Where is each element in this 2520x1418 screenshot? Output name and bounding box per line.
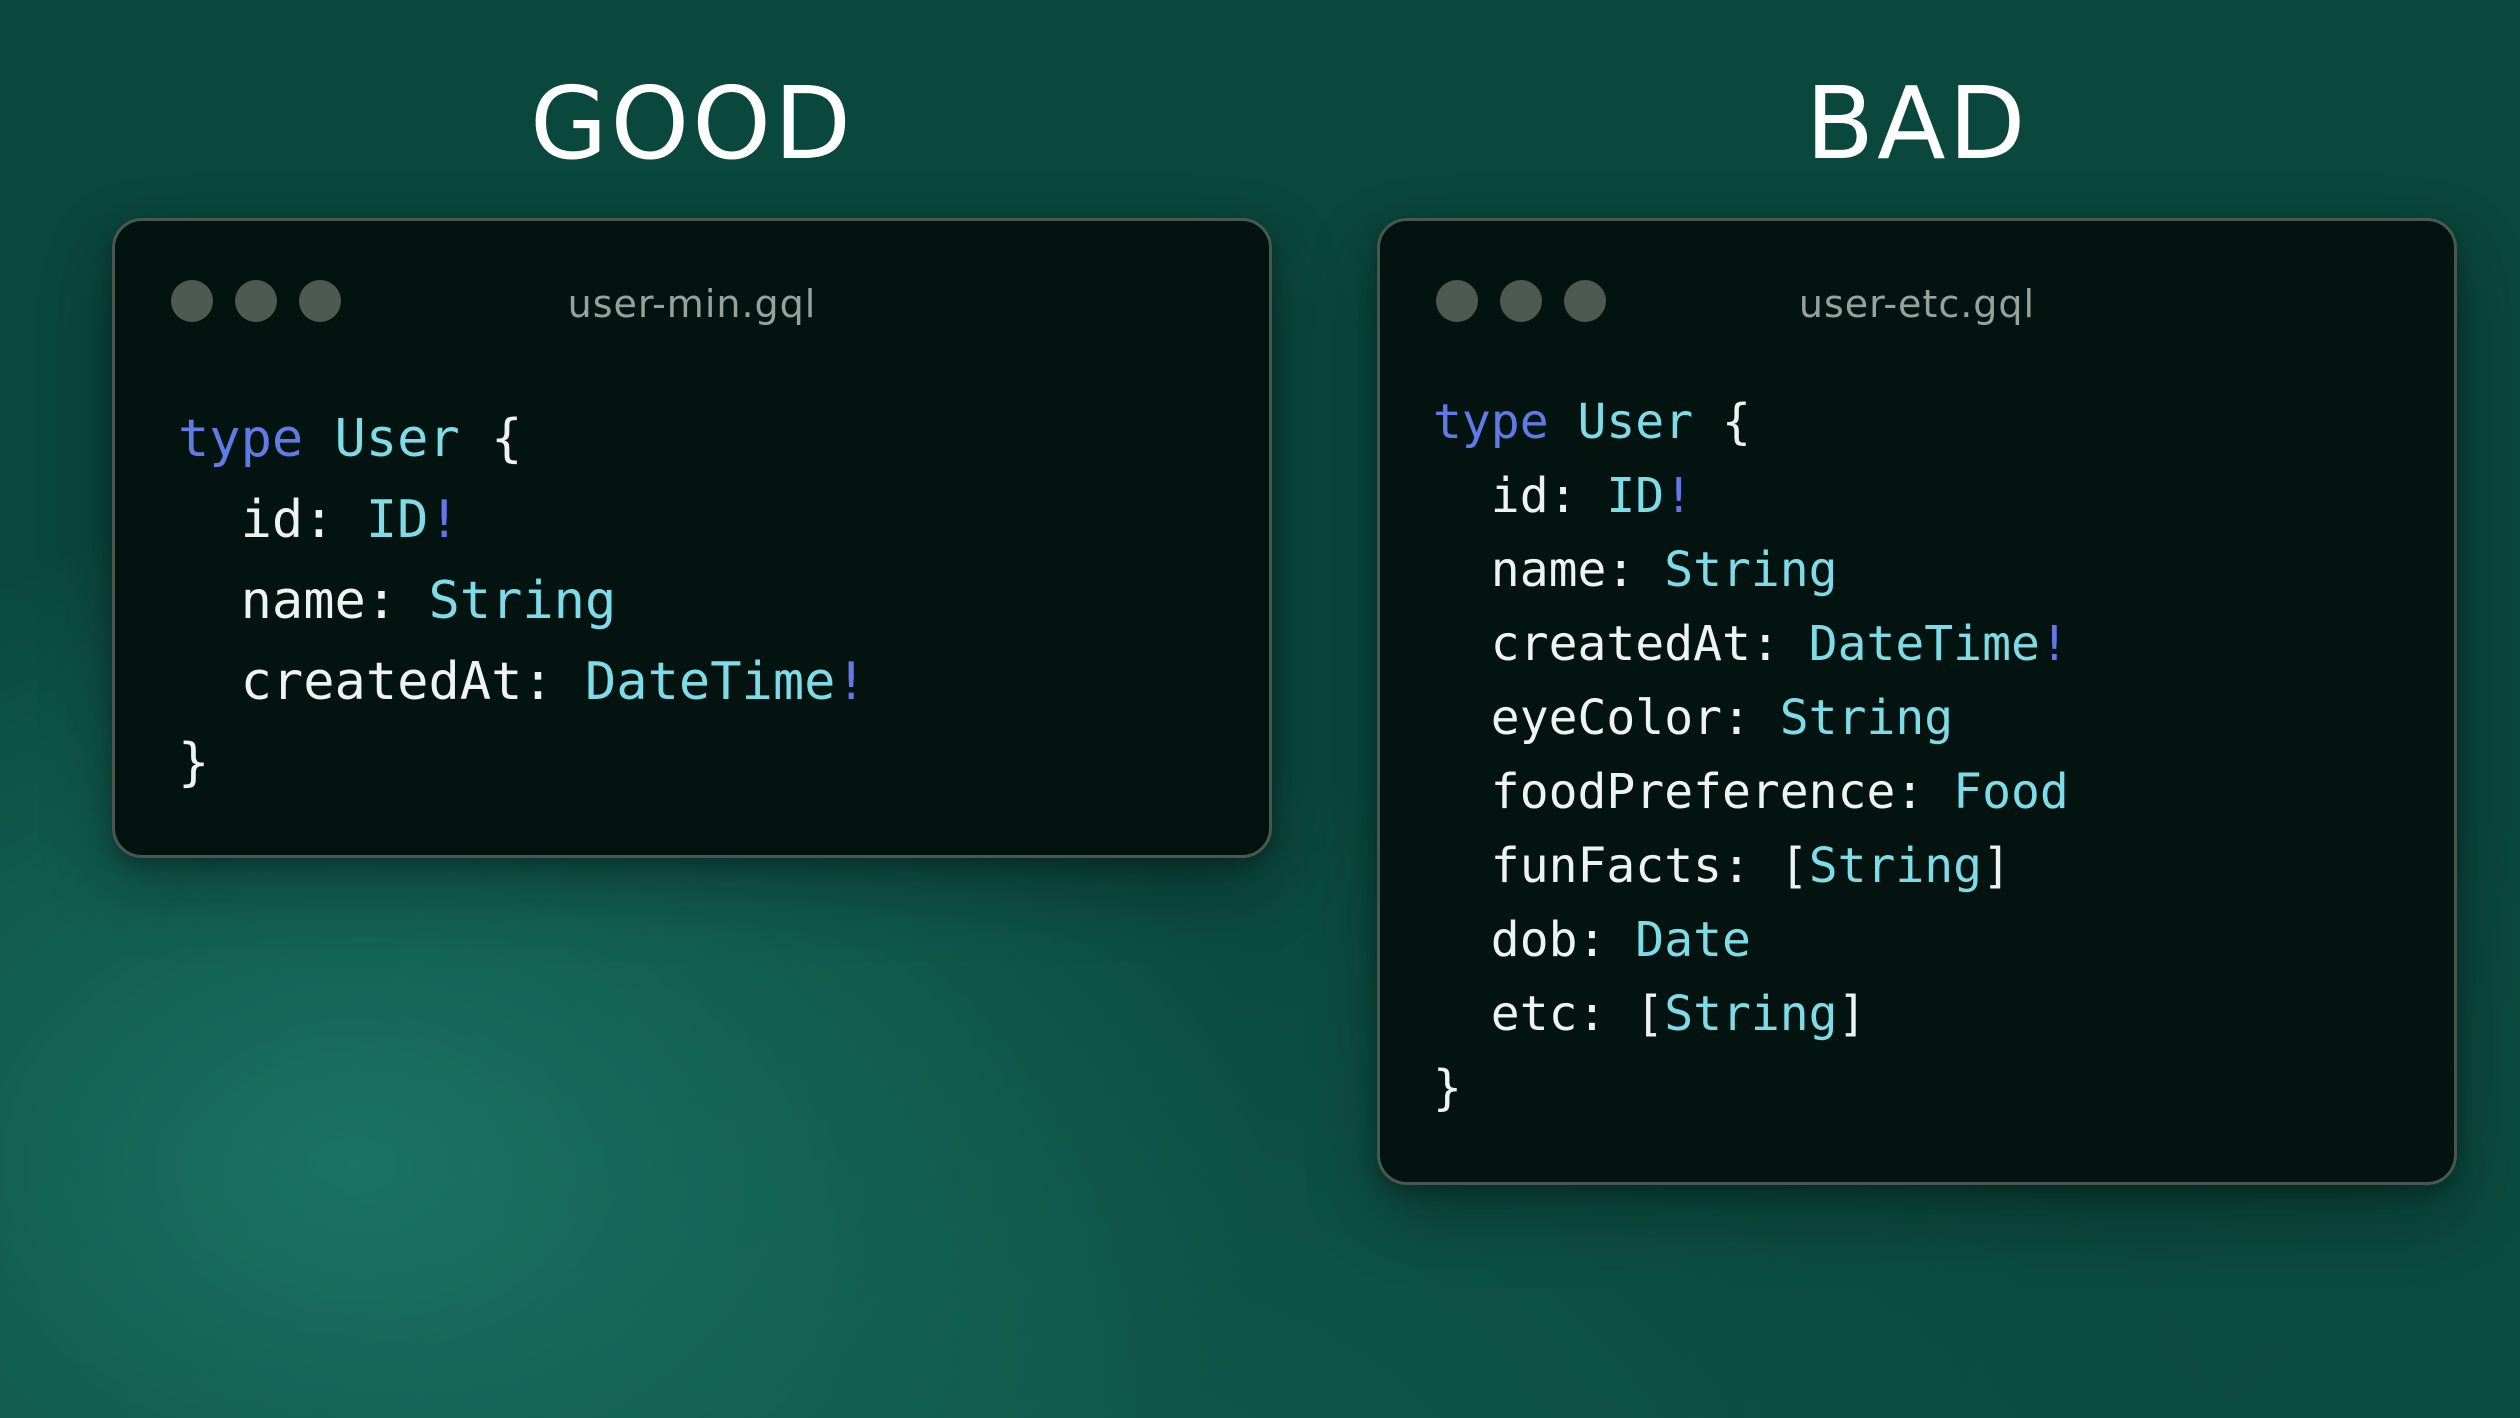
code-token-type: Food [1953,764,2069,820]
code-line: funFacts: [String] [1433,829,2069,903]
window-dot-icon [235,280,277,322]
code-line: id: ID! [1433,459,2069,533]
code-token-bang: ! [835,652,867,712]
code-line: } [1433,1051,2069,1125]
window-filename: user-min.gql [567,282,817,326]
window-dot-icon [299,280,341,322]
code-token-type: DateTime [1808,616,2040,672]
window-filename: user-etc.gql [1798,282,2036,326]
code-line: name: String [1433,533,2069,607]
code-line: type User { [1433,385,2069,459]
code-token-plain: ] [1837,986,1867,1042]
code-token-plain: ] [1982,838,2011,894]
code-token-keyword: type [178,409,304,469]
heading-good: GOOD [530,65,854,182]
code-token-keyword: type [1433,394,1549,450]
code-token-plain: } [1433,1060,1462,1116]
window-control-dots [171,280,363,322]
code-line: createdAt: DateTime! [178,642,867,723]
code-token-plain: name: [1433,542,1665,598]
code-token-plain: } [178,733,210,793]
code-editor-content: type User { id: ID! name: String created… [1380,385,2069,1125]
code-token-bang: ! [1664,468,1694,524]
code-token-type: String [1808,838,1983,894]
heading-bad: BAD [1805,65,2029,182]
code-token-type: User [334,409,460,469]
code-token-plain [303,409,334,469]
code-line: id: ID! [178,480,867,561]
code-token-type: String [1664,986,1838,1042]
code-token-type: ID [365,490,429,550]
code-line: name: String [178,561,867,642]
code-window-bad: user-etc.gql type User { id: ID! name: S… [1377,218,2457,1185]
code-token-plain: funFacts: [ [1433,838,1809,894]
code-line: foodPreference: Food [1433,755,2069,829]
code-line: } [178,723,867,804]
code-editor-content: type User { id: ID! name: String created… [115,399,867,804]
code-line: createdAt: DateTime! [1433,607,2069,681]
code-token-plain: eyeColor: [1433,690,1780,746]
code-token-plain: etc: [ [1433,986,1665,1042]
code-token-plain [1549,394,1578,450]
code-token-plain: foodPreference: [1433,764,1954,820]
code-token-type: String [428,571,617,631]
code-token-type: Date [1635,912,1751,968]
code-token-type: String [1779,690,1954,746]
window-titlebar: user-etc.gql [1380,221,2454,361]
window-titlebar: user-min.gql [115,221,1269,361]
code-token-plain: id: [178,490,366,550]
code-line: etc: [String] [1433,977,2069,1051]
code-line: type User { [178,399,867,480]
code-token-plain: dob: [1433,912,1636,968]
code-token-type: String [1664,542,1838,598]
window-control-dots [1436,280,1628,322]
code-token-bang: ! [428,490,460,550]
window-dot-icon [1436,280,1478,322]
code-token-type: ID [1606,468,1665,524]
code-token-plain: { [1693,394,1751,450]
window-dot-icon [1500,280,1542,322]
code-token-plain: name: [178,571,429,631]
code-token-type: DateTime [585,652,836,712]
window-dot-icon [1564,280,1606,322]
code-token-plain: id: [1433,468,1607,524]
code-token-bang: ! [2039,616,2069,672]
code-token-plain: createdAt: [1433,616,1809,672]
code-line: dob: Date [1433,903,2069,977]
code-token-plain: { [459,409,523,469]
window-dot-icon [171,280,213,322]
code-line: eyeColor: String [1433,681,2069,755]
code-window-good: user-min.gql type User { id: ID! name: S… [112,218,1272,858]
code-token-type: User [1577,394,1694,450]
code-token-plain: createdAt: [178,652,585,712]
